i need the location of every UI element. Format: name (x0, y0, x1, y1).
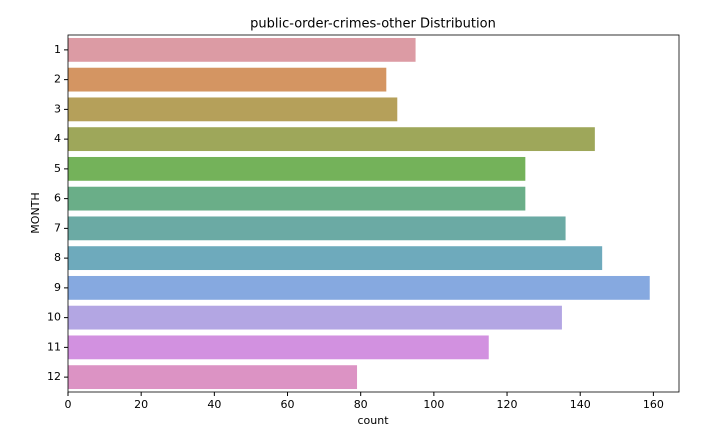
y-tick-label: 7 (54, 221, 61, 234)
bar (68, 127, 595, 152)
x-tick-label: 60 (281, 398, 295, 411)
y-tick-label: 3 (54, 102, 61, 115)
y-tick-label: 4 (54, 132, 61, 145)
x-axis-label: count (357, 414, 389, 427)
bar (68, 275, 650, 300)
bar (68, 305, 562, 330)
y-tick-label: 10 (47, 311, 61, 324)
x-tick-label: 120 (497, 398, 518, 411)
x-tick-label: 20 (134, 398, 148, 411)
x-tick-label: 160 (643, 398, 664, 411)
plot-frame (67, 34, 680, 393)
y-axis-label: MONTH (29, 192, 42, 233)
y-tick-label: 1 (54, 43, 61, 56)
y-tick-label: 5 (54, 162, 61, 175)
x-tick-label: 0 (65, 398, 72, 411)
y-tick-label: 6 (54, 192, 61, 205)
x-tick-label: 80 (354, 398, 368, 411)
bar (68, 335, 489, 360)
bar (68, 156, 526, 181)
bar (68, 97, 398, 122)
bar (68, 186, 526, 211)
bar (68, 246, 603, 271)
x-tick-label: 100 (423, 398, 444, 411)
y-tick-label: 2 (54, 73, 61, 86)
y-tick-label: 8 (54, 251, 61, 264)
y-tick-label: 9 (54, 281, 61, 294)
y-tick-label: 12 (47, 370, 61, 383)
x-tick-label: 140 (570, 398, 591, 411)
bar (68, 37, 416, 62)
bar (68, 67, 387, 92)
bar (68, 365, 358, 390)
chart-title: public-order-crimes-other Distribution (250, 17, 496, 32)
bar (68, 216, 566, 241)
y-tick-label: 11 (47, 340, 61, 353)
x-tick-label: 40 (207, 398, 221, 411)
